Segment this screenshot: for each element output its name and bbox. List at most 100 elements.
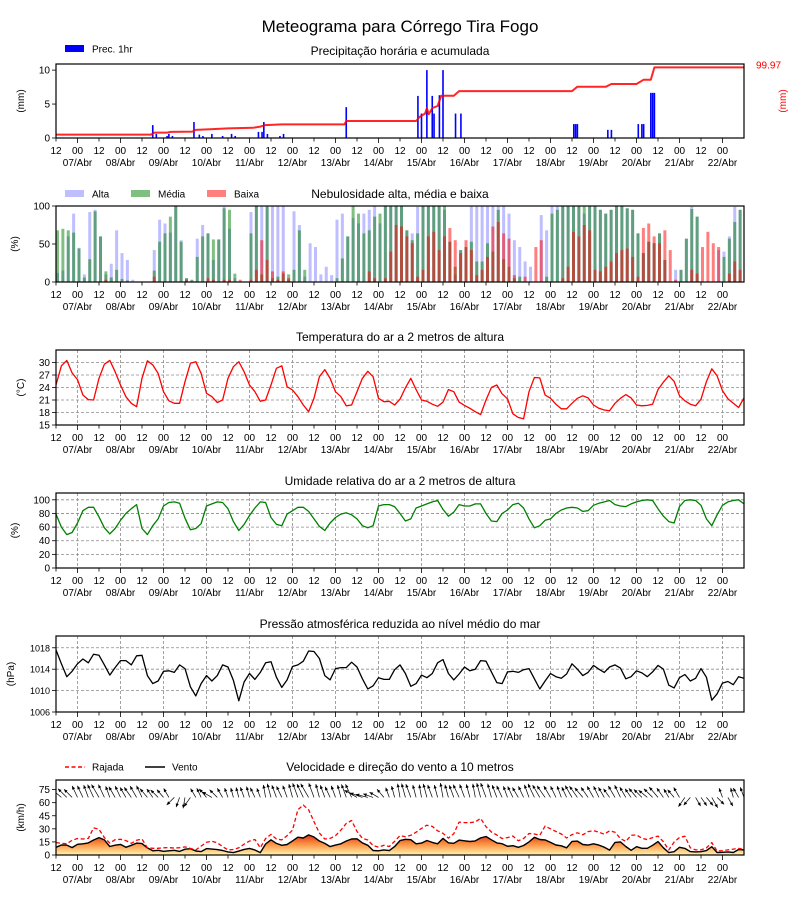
x-tick-label: 00: [72, 863, 84, 874]
wind-arrow: [57, 788, 68, 798]
panel-precipitacao: Precipitação horária e acumulada 0 5 10 99.9…: [16, 44, 789, 169]
legend-item: Vento: [145, 763, 198, 774]
x-tick-label: 12: [93, 863, 105, 874]
wind-arrow: [63, 789, 73, 798]
wind-arrow: [439, 782, 444, 798]
wind-arrow: [593, 786, 600, 798]
x-tick-label: 12: [50, 576, 62, 587]
series-prec-acumulada: [56, 66, 744, 136]
x-tick-label: 00: [158, 576, 170, 587]
wind-arrow-head: [512, 787, 516, 792]
wind-arrow-head: [718, 788, 722, 792]
cloud-bar-media: [88, 259, 92, 282]
precip-bar: [433, 113, 435, 138]
y-tick-label: 80: [39, 509, 51, 520]
x-date-label: 22/Abr: [708, 588, 738, 599]
series-umidade: [56, 499, 744, 536]
cloud-bar-media: [545, 276, 549, 282]
x-date-label: 22/Abr: [708, 875, 738, 886]
wind-arrow: [344, 789, 358, 798]
x-tick-label: 00: [459, 863, 471, 874]
legend-label: Vento: [172, 763, 198, 774]
x-tick-label: 12: [695, 290, 707, 301]
wind-arrow-head: [146, 788, 151, 793]
cloud-bar-baixa: [260, 240, 264, 282]
cloud-bar-baixa: [507, 238, 511, 282]
x-tick-label: 12: [523, 720, 535, 731]
wind-arrow: [256, 788, 261, 798]
wind-arrow: [209, 789, 218, 798]
cloud-bar-baixa: [658, 243, 661, 282]
cloud-bar-baixa: [421, 269, 425, 282]
x-date-label: 13/Abr: [321, 445, 351, 456]
wind-arrow-head: [256, 788, 260, 792]
x-tick-label: 00: [330, 576, 342, 587]
y-tick-label: 75: [39, 785, 51, 796]
precip-bar: [166, 135, 168, 138]
precip-bar: [454, 113, 457, 138]
cloud-bar-baixa: [416, 276, 420, 282]
wind-arrow-head: [124, 787, 128, 792]
cloud-bar-baixa: [631, 256, 635, 282]
x-date-label: 11/Abr: [235, 158, 264, 169]
x-tick-label: 00: [115, 720, 127, 731]
cloud-bar-baixa: [206, 278, 210, 282]
x-tick-label: 12: [566, 863, 578, 874]
cloud-bar-baixa: [695, 273, 699, 282]
cloud-bar-baixa: [496, 221, 500, 282]
grid: [56, 350, 744, 426]
y-tick-label: 21: [39, 396, 51, 407]
x-tick-label: 00: [416, 720, 428, 731]
x-date-label: 15/Abr: [407, 158, 437, 169]
wind-arrow: [249, 787, 256, 798]
x-tick-label: 12: [351, 720, 363, 731]
cloud-bar-baixa: [453, 240, 457, 282]
wind-arrow-head: [678, 802, 682, 807]
x-tick-label: 00: [588, 863, 600, 874]
x-tick-label: 12: [136, 146, 148, 157]
cloud-bar-baixa: [663, 230, 667, 282]
x-tick-label: 00: [502, 576, 514, 587]
cloud-bar-baixa: [701, 247, 704, 282]
cloud-bar-baixa: [523, 276, 527, 282]
cloud-bar-media: [722, 256, 726, 282]
rajada-line: [56, 804, 744, 852]
wind-arrow-head: [524, 784, 528, 789]
wind-arrow-head: [72, 785, 76, 790]
x-tick-label: 12: [394, 720, 406, 731]
cloud-bar-media: [620, 206, 624, 282]
cloud-bar-baixa: [534, 247, 538, 282]
x-tick-label: 00: [631, 576, 643, 587]
wind-arrow: [336, 784, 342, 798]
x-date-label: 19/Abr: [579, 302, 609, 313]
precip-bar: [171, 135, 174, 138]
cloud-bar-alta: [335, 219, 339, 282]
wind-arrow-head: [649, 787, 653, 791]
cloud-bar-baixa: [367, 271, 371, 282]
x-tick-label: 00: [201, 720, 213, 731]
wind-arrow: [224, 787, 229, 798]
wind-arrow-head: [720, 800, 725, 805]
wind-arrow-head: [341, 784, 345, 789]
wind-arrow: [739, 787, 744, 798]
x-tick-label: 12: [308, 863, 320, 874]
y-tick-label: 0: [44, 851, 50, 862]
x-date-label: 19/Abr: [579, 732, 609, 743]
x-date-label: 17/Abr: [493, 302, 523, 313]
cloud-bar-baixa: [383, 278, 387, 282]
x-tick-label: 12: [93, 576, 105, 587]
wind-arrow-head: [350, 792, 354, 796]
x-date-label: 13/Abr: [321, 302, 351, 313]
wind-arrow: [732, 787, 739, 798]
wind-arrow-head: [433, 785, 437, 789]
cloud-bar-baixa: [572, 231, 575, 282]
wind-arrow-head: [240, 787, 244, 791]
x-tick-label: 12: [695, 146, 707, 157]
x-tick-label: 00: [373, 576, 385, 587]
x-tick-label: 00: [459, 576, 471, 587]
x-tick-label: 12: [437, 576, 449, 587]
precip-bar: [651, 92, 654, 138]
x-tick-label: 12: [50, 146, 62, 157]
x-date-label: 08/Abr: [106, 445, 136, 456]
wind-arrow-head: [476, 783, 480, 787]
